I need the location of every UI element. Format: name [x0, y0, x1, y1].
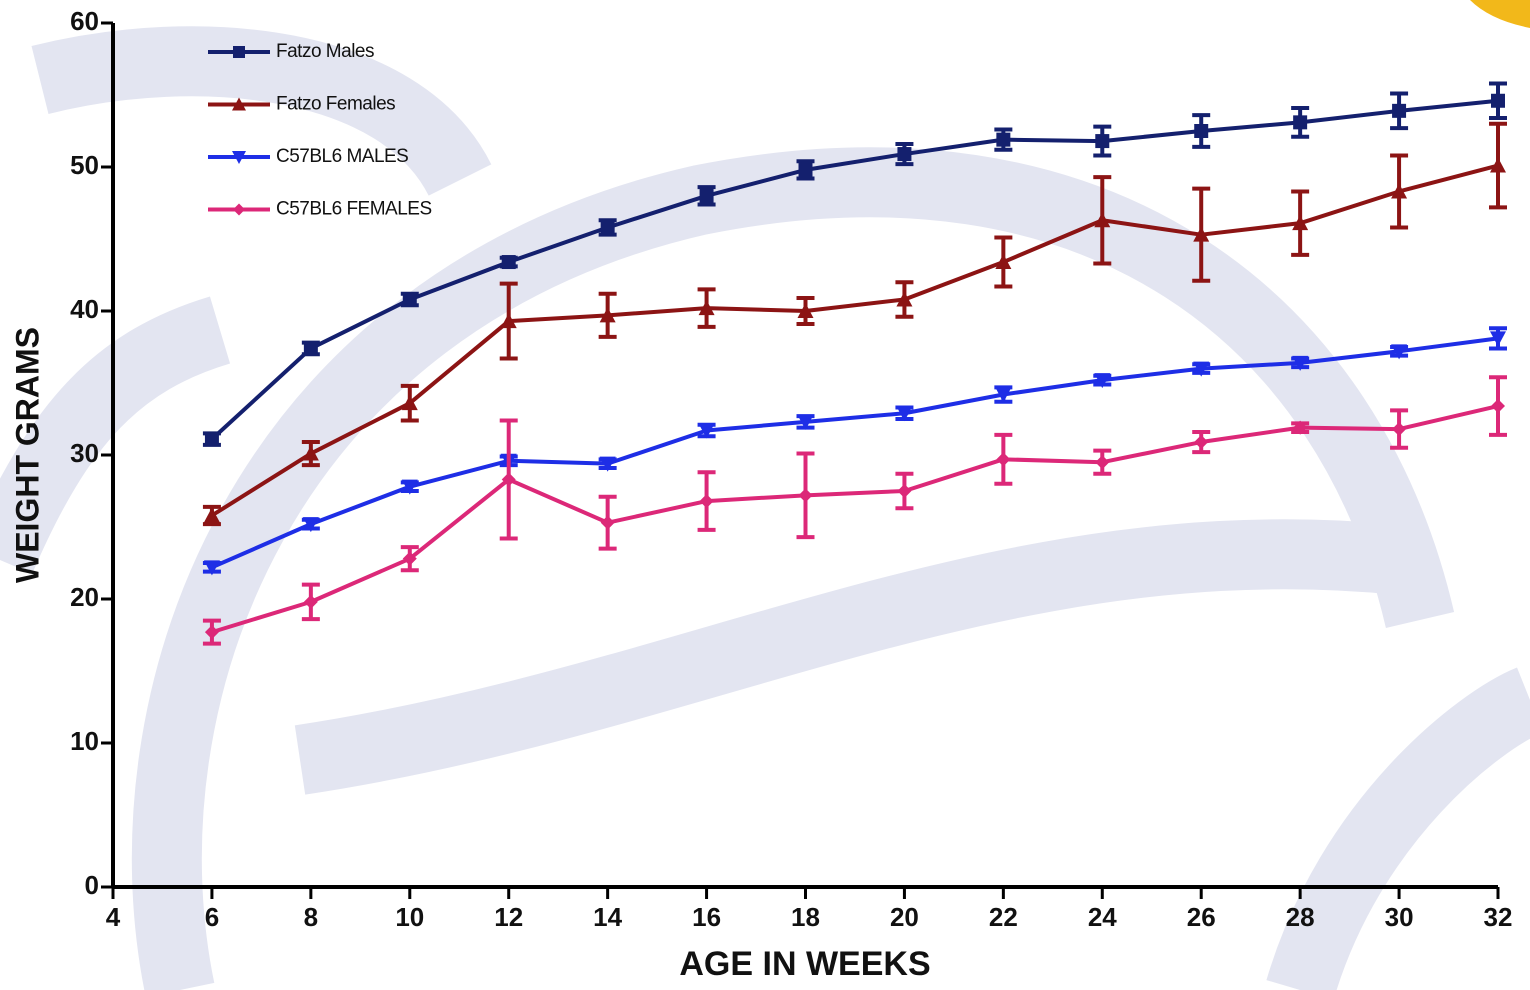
x-tick-label: 22 [989, 902, 1018, 932]
marker [601, 516, 615, 530]
marker [601, 220, 615, 234]
x-tick-label: 14 [593, 902, 622, 932]
x-tick-label: 32 [1484, 902, 1513, 932]
y-tick-label: 10 [70, 726, 99, 756]
marker [1293, 115, 1307, 129]
marker [205, 432, 219, 446]
legend-label: Fatzo Males [276, 41, 374, 62]
legend-label: C57BL6 MALES [276, 146, 408, 167]
marker [1491, 399, 1505, 413]
marker [1194, 435, 1208, 449]
x-tick-label: 12 [494, 902, 523, 932]
x-tick-label: 24 [1088, 902, 1117, 932]
x-tick-label: 10 [395, 902, 424, 932]
marker [1194, 124, 1208, 138]
x-tick-label: 16 [692, 902, 721, 932]
marker [897, 147, 911, 161]
y-axis-label: WEIGHT GRAMS [9, 327, 45, 583]
marker [304, 595, 318, 609]
x-tick-label: 20 [890, 902, 919, 932]
y-tick-label: 50 [70, 150, 99, 180]
marker [233, 204, 245, 216]
y-tick-label: 30 [70, 438, 99, 468]
marker [1095, 134, 1109, 148]
x-tick-label: 28 [1286, 902, 1315, 932]
marker [996, 452, 1010, 466]
marker [799, 163, 813, 177]
x-tick-label: 4 [106, 902, 121, 932]
x-tick-label: 18 [791, 902, 820, 932]
x-tick-label: 8 [304, 902, 318, 932]
marker [233, 46, 245, 58]
marker [403, 292, 417, 306]
marker [502, 255, 516, 269]
marker [1095, 455, 1109, 469]
marker [1392, 104, 1406, 118]
chart: AGE IN WEEKS WEIGHT GRAMS 0 10 20 30 40 50 60 4… [0, 0, 1530, 990]
x-tick-label: 6 [205, 902, 219, 932]
legend-label: C57BL6 FEMALES [276, 199, 432, 220]
marker [700, 189, 714, 203]
x-tick-label: 26 [1187, 902, 1216, 932]
y-tick-label: 40 [70, 294, 99, 324]
y-tick-label: 60 [70, 6, 99, 36]
legend-label: Fatzo Females [276, 94, 395, 115]
marker [897, 484, 911, 498]
marker [1491, 94, 1505, 108]
y-tick-label: 20 [70, 582, 99, 612]
corner-decoration [1470, 0, 1530, 28]
marker [700, 494, 714, 508]
x-tick-label: 30 [1385, 902, 1414, 932]
marker [1392, 422, 1406, 436]
x-axis-label: AGE IN WEEKS [679, 945, 930, 983]
marker [304, 341, 318, 355]
y-tick-label: 0 [85, 870, 99, 900]
marker [799, 488, 813, 502]
marker [996, 133, 1010, 147]
